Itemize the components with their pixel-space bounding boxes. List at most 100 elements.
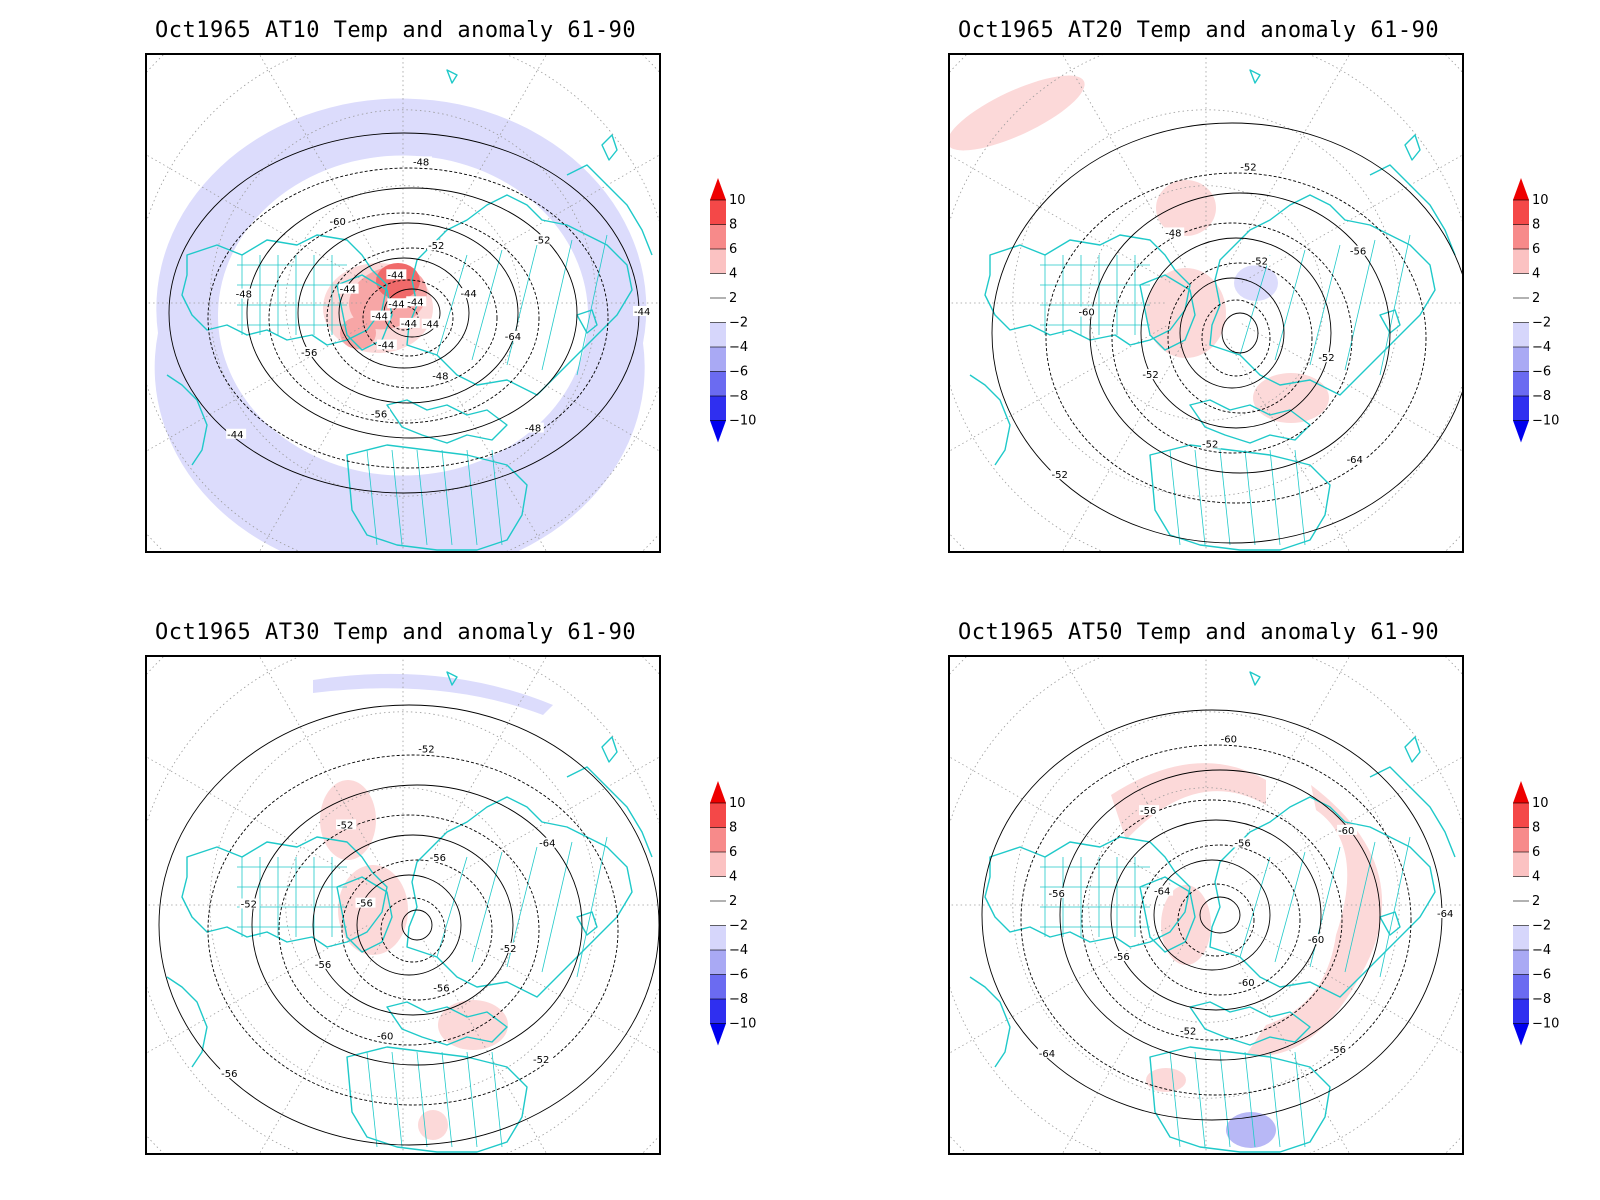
colorbar-segment — [1513, 298, 1529, 323]
colorbar-bottom-arrow — [710, 1023, 726, 1046]
border-line — [576, 836, 608, 978]
colorbar-segment — [1513, 322, 1529, 347]
meridian-line — [950, 756, 1171, 885]
contour-label: -64 — [1347, 455, 1363, 466]
colorbar-label: −10 — [1532, 1017, 1559, 1032]
colorbar-label: 10 — [729, 193, 746, 208]
panel-title-at50: Oct1965 AT50 Temp and anomaly 61-90 — [958, 620, 1440, 645]
coastline-path — [1379, 911, 1401, 936]
meridian-line — [1062, 940, 1186, 1153]
map-at20: -52 -52 -64 -60 -56 -52 -48 -52 -52 -52 — [948, 53, 1464, 553]
meridian-line — [1241, 756, 1462, 885]
meridian-line — [147, 154, 368, 283]
contour-label: -44 — [372, 312, 388, 323]
contour-label: -56 — [1049, 889, 1065, 900]
colorbar-segment — [1513, 371, 1529, 396]
anomaly-positive-patch — [1146, 268, 1226, 358]
contour-line — [278, 814, 540, 1046]
contour-label: -44 — [407, 297, 423, 308]
contour-label: -52 — [500, 944, 516, 955]
contour-label-bg — [411, 156, 432, 167]
colorbar-label: −10 — [729, 414, 756, 429]
meridian-line — [259, 940, 383, 1153]
contour-label-bg — [386, 269, 407, 280]
political-borders — [1040, 836, 1411, 1148]
contour-line — [362, 279, 454, 357]
border-line — [416, 449, 428, 546]
contour-label: -60 — [1221, 734, 1237, 745]
colorbar-label: −2 — [729, 316, 748, 331]
coastlines — [969, 671, 1456, 1153]
border-line — [466, 449, 478, 546]
map-at30: -56 -52 -52 -52 -64 -60 -52 -52 -56 -56 -56 -56 — [145, 655, 661, 1155]
contour-line — [246, 187, 578, 439]
contour-label: -60 — [377, 1031, 393, 1042]
colorbar-segment — [710, 347, 726, 372]
contour-label: -44 — [401, 319, 417, 330]
contour-label-bg — [417, 743, 438, 754]
colorbar-segment — [1513, 273, 1529, 298]
contour-label-bg — [369, 408, 390, 419]
anomaly-negative-arc — [313, 673, 553, 715]
contour-label-bg — [1328, 1044, 1349, 1055]
meridian-line — [259, 657, 383, 870]
colorbar-label: 8 — [1532, 821, 1540, 836]
colorbar-label: 4 — [1532, 870, 1540, 885]
contour-label-bg — [532, 1054, 553, 1065]
colorbar-segment — [710, 876, 726, 901]
colorbar-label: 4 — [1532, 267, 1540, 282]
contour-label-bg — [1037, 1047, 1058, 1058]
border-line — [1219, 1051, 1231, 1148]
contour-label-bg — [1050, 469, 1071, 480]
colorbar-label: 4 — [729, 870, 737, 885]
border-line — [541, 841, 573, 973]
contour-line — [326, 247, 498, 389]
border-line — [1194, 1051, 1206, 1148]
coastline-path — [1209, 194, 1436, 396]
contour-label-bg — [1178, 1025, 1199, 1036]
colorbar-label: 4 — [729, 267, 737, 282]
temperature-contours: -44-44-48-48-48-52-56-60-64-56-52-48-44-… — [168, 132, 653, 494]
contour-label-bg — [375, 1030, 396, 1041]
anomaly-negative-patch — [253, 488, 533, 538]
map-at10: -44 -44 -48 -48 -48 -52 -56 -60 -64 -56 -52 -48 -44-… — [145, 53, 661, 553]
contour-label: -44 — [227, 430, 243, 441]
meridian-line — [259, 338, 383, 551]
coastline-path — [1369, 766, 1456, 858]
colorbar-segment — [1513, 827, 1529, 852]
colorbar-top-arrow — [1513, 781, 1529, 803]
anomaly-positive-patch — [1253, 373, 1329, 423]
map-svg-at10: -44-44-48-48-48-52-56-60-64-56-52-48-44-… — [147, 55, 659, 551]
contour-label: -52 — [1180, 1026, 1196, 1037]
contour-label: -44 — [378, 341, 394, 352]
anomaly-negative-patch — [1234, 265, 1278, 301]
border-line — [1239, 254, 1271, 356]
coastline-path — [1139, 274, 1196, 351]
contour-label: -52 — [1240, 162, 1256, 173]
meridian-line — [438, 756, 659, 885]
panel-title-at30: Oct1965 AT30 Temp and anomaly 61-90 — [155, 620, 637, 645]
colorbar-svg-at50: 10 8 6 4 2 −2 −4 −6 −8 −10 — [1513, 781, 1559, 1046]
contour-label-bg — [432, 982, 453, 993]
contour-label: -44 — [388, 299, 404, 310]
colorbar-label: 2 — [729, 291, 737, 306]
coastline-path — [576, 911, 598, 936]
latitude-circle — [285, 185, 521, 421]
border-line — [541, 239, 573, 371]
contour-label: -44 — [423, 320, 439, 331]
contour-label: -48 — [525, 424, 541, 435]
meridian-line — [423, 657, 547, 870]
temperature-contours: -52 -52 -64 -60 -56 -52 -48 -52 -52 -52 — [991, 122, 1462, 544]
colorbar-label: −6 — [1532, 968, 1551, 983]
anomaly-positive-patch — [1146, 1068, 1186, 1092]
map-svg-at20: -52 -52 -64 -60 -56 -52 -48 -52 -52 -52 — [950, 55, 1462, 551]
contour-label-bg — [338, 283, 359, 294]
contour-label-bg — [1047, 887, 1068, 898]
contour-label: -48 — [413, 157, 429, 168]
contour-line — [1199, 896, 1241, 934]
colorbar-svg-at20: 10 8 6 4 2 −2 −4 −6 −8 −10 — [1513, 178, 1559, 443]
meridian-line — [147, 925, 368, 1054]
contour-label: -52 — [428, 241, 444, 252]
contour-label-bg — [370, 310, 391, 321]
border-line — [1294, 1051, 1306, 1148]
